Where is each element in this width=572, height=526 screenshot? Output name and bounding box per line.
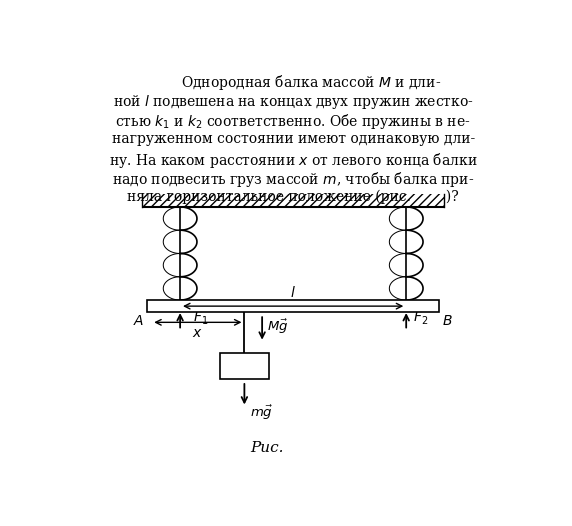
Bar: [147, 300, 439, 312]
Text: Рис.: Рис.: [250, 441, 283, 455]
Bar: [142, 194, 444, 207]
Text: $x$: $x$: [193, 326, 203, 340]
Text: ну. На каком расстоянии $x$ от левого конца балки: ну. На каком расстоянии $x$ от левого ко…: [109, 151, 478, 170]
Text: стью $k_1$ и $k_2$ соответственно. Обе пружины в не-: стью $k_1$ и $k_2$ соответственно. Обе п…: [116, 112, 471, 131]
Text: $m$: $m$: [235, 359, 249, 373]
Text: $B$: $B$: [442, 314, 452, 328]
Text: $A$: $A$: [133, 314, 145, 328]
Text: $m\vec{g}$: $m\vec{g}$: [250, 403, 273, 422]
Bar: [220, 353, 269, 379]
Text: няла горизонтальное положение (рис.        )?: няла горизонтальное положение (рис. )?: [128, 190, 459, 204]
Text: $\vec{F}_1$: $\vec{F}_1$: [193, 306, 209, 327]
Text: надо подвесить груз массой $m$, чтобы балка при-: надо подвесить груз массой $m$, чтобы ба…: [112, 170, 474, 189]
Text: нагруженном состоянии имеют одинаковую дли-: нагруженном состоянии имеют одинаковую д…: [112, 132, 475, 146]
Text: $M\vec{g}$: $M\vec{g}$: [268, 317, 289, 336]
Text: Однородная балка массой $M$ и дли-: Однородная балка массой $M$ и дли-: [181, 73, 441, 92]
Text: ной $l$ подвешена на концах двух пружин жестко-: ной $l$ подвешена на концах двух пружин …: [113, 93, 474, 110]
Text: $\vec{F}_2$: $\vec{F}_2$: [413, 306, 428, 327]
Text: $l$: $l$: [290, 285, 296, 300]
